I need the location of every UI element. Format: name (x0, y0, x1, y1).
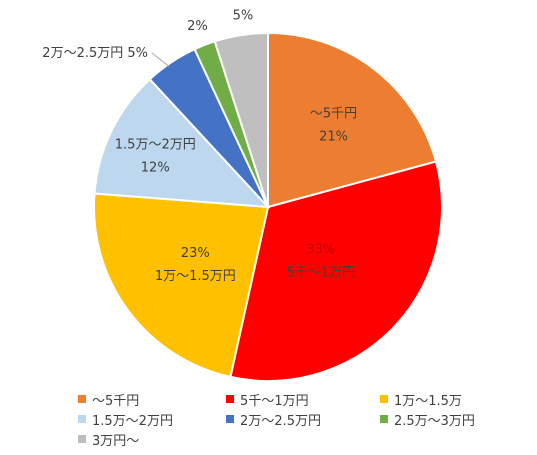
pie-slice-0 (267, 31, 438, 209)
legend-item-0: ～5千円 (78, 390, 226, 409)
legend-label-2: 1万～1.5万 (393, 393, 462, 409)
legend-swatch-6 (78, 435, 86, 443)
legend-item-4: 2万～2.5万円 (226, 410, 380, 429)
legend: ～5千円 5千～1万円 1万～1.5万 1.5万～2万円 2万～2.5万円 2.… (78, 389, 528, 449)
slice-label-2-line1: 23% (181, 246, 210, 261)
legend-swatch-1 (226, 395, 235, 403)
slice-label-4: 2万～2.5万円 5% (42, 46, 148, 61)
legend-label-1: 5千～1万円 (240, 393, 309, 409)
slice-label-6: 5% (233, 8, 254, 23)
legend-item-6: 3万円～ (78, 430, 230, 449)
slice-label-3-line1: 1.5万～2万円 (115, 137, 196, 152)
legend-item-5: 2.5万～3万円 (379, 410, 528, 429)
legend-item-1: 5千～1万円 (226, 390, 380, 409)
legend-swatch-5 (379, 415, 388, 423)
legend-label-5: 2.5万～3万円 (393, 413, 475, 429)
legend-label-6: 3万円～ (92, 433, 140, 449)
pie-slice-6 (213, 31, 269, 208)
legend-row: ～5千円 5千～1万円 1万～1.5万 (78, 389, 528, 409)
leader-line-4 (151, 52, 170, 67)
slice-label-5: 2% (187, 19, 208, 34)
slice-label-0-line1: ～5千円 (310, 106, 357, 121)
legend-swatch-4 (226, 415, 235, 423)
slice-label-1-line1: 33% (306, 242, 335, 257)
pie-svg: ～5千円 21% 33% 5千～1万円 23% 1万～1.5万円 1.5万～2万円 12% 2万… (42, 8, 443, 382)
pie-slice-2 (93, 192, 270, 379)
legend-swatch-2 (379, 395, 388, 403)
legend-row: 1.5万～2万円 2万～2.5万円 2.5万～3万円 (78, 409, 528, 429)
slice-label-3-line2: 12% (141, 160, 170, 175)
legend-item-2: 1万～1.5万 (379, 390, 528, 409)
legend-swatch-0 (78, 395, 86, 403)
slice-label-0-line2: 21% (319, 129, 348, 144)
legend-label-0: ～5千円 (92, 393, 140, 409)
pie-slice-1 (229, 160, 443, 382)
slice-label-2-line2: 1万～1.5万円 (155, 269, 236, 284)
legend-row: 3万円～ (78, 429, 528, 449)
legend-label-3: 1.5万～2万円 (92, 413, 173, 429)
pie-slice-3 (93, 77, 271, 209)
legend-swatch-3 (78, 415, 86, 423)
legend-item-3: 1.5万～2万円 (78, 410, 226, 429)
legend-label-4: 2万～2.5万円 (240, 413, 321, 429)
slice-label-1-line2: 5千～1万円 (287, 265, 356, 280)
